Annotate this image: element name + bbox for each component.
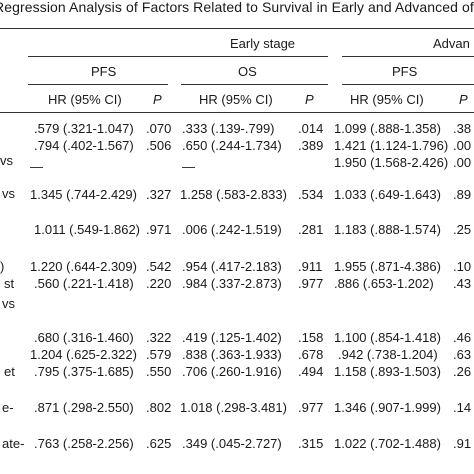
group-rule-advanced bbox=[342, 56, 474, 57]
row8-hr-early-pfs: .680 (.316-1.460) bbox=[34, 330, 134, 345]
header-p-advanced-pfs: P bbox=[459, 92, 468, 107]
row10-hr-early-os: .706 (.260-1.916) bbox=[182, 364, 282, 379]
row11-hr-advanced-pfs: 1.346 (.907-1.999) bbox=[334, 400, 441, 415]
row11-p-advanced-pfs: .14 bbox=[453, 400, 472, 415]
row5-hr-advanced-pfs: 1.955 (.871-4.386) bbox=[334, 259, 441, 274]
row1-hr-advanced-pfs: 1.421 (1.124-1.796) bbox=[334, 138, 449, 153]
sub-rule-pfs-early bbox=[28, 84, 168, 85]
row5-hr-early-pfs: 1.220 (.644-2.309) bbox=[30, 259, 137, 274]
row8-p-advanced-pfs: .46 bbox=[453, 330, 472, 345]
row6-hr-advanced-pfs: .886 (.653-1.202) bbox=[334, 276, 434, 291]
header-pfs-advanced: PFS bbox=[392, 64, 418, 79]
row2-hr-advanced-pfs: 1.950 (1.568-2.426) bbox=[334, 155, 449, 170]
row2-hr-early-pfs: — bbox=[30, 159, 43, 174]
row3-label: vs bbox=[2, 186, 15, 201]
row4-p-early-pfs: .971 bbox=[146, 222, 172, 237]
row8-hr-early-os: .419 (.125-1.402) bbox=[182, 330, 282, 345]
sub-rule-pfs-advanced bbox=[342, 84, 474, 85]
row8-hr-advanced-pfs: 1.100 (.854-1.418) bbox=[334, 330, 441, 345]
header-p-early-pfs: P bbox=[153, 92, 162, 107]
row6-p-advanced-pfs: .43 bbox=[453, 276, 472, 291]
row11-label: e- bbox=[2, 400, 14, 415]
header-hr-advanced-pfs: HR (95% CI) bbox=[350, 92, 424, 107]
row12-p-advanced-pfs: .91 bbox=[453, 436, 472, 451]
row6-p-early-os: .977 bbox=[298, 276, 324, 291]
row4-hr-early-os: .006 (.242-1.519) bbox=[182, 222, 282, 237]
header-early-stage: Early stage bbox=[230, 36, 296, 51]
sub-rule-os-early bbox=[181, 84, 328, 85]
row3-hr-early-os: 1.258 (.583-2.833) bbox=[180, 187, 287, 202]
row7-label: vs bbox=[2, 296, 15, 311]
row11-p-early-os: .977 bbox=[298, 400, 324, 415]
row10-p-advanced-pfs: .26 bbox=[453, 364, 472, 379]
row9-hr-early-os: .838 (.363-1.933) bbox=[182, 347, 282, 362]
row4-p-advanced-pfs: .25 bbox=[453, 222, 472, 237]
row10-label: et bbox=[4, 364, 15, 379]
row10-p-early-pfs: .550 bbox=[146, 364, 172, 379]
row11-p-early-pfs: .802 bbox=[146, 400, 172, 415]
row4-hr-early-pfs: 1.011 (.549-1.862) bbox=[34, 222, 140, 237]
row3-hr-early-pfs: 1.345 (.744-2.429) bbox=[30, 187, 137, 202]
row0-p-early-pfs: .070 bbox=[146, 121, 172, 136]
row9-hr-early-pfs: 1.204 (.625-2.322) bbox=[30, 347, 137, 362]
row0-hr-early-pfs: .579 (.321-1.047) bbox=[34, 121, 134, 136]
row1-hr-early-os: .650 (.244-1.734) bbox=[182, 138, 282, 153]
header-os-early: OS bbox=[238, 64, 257, 79]
row3-p-advanced-pfs: .89 bbox=[453, 187, 472, 202]
row11-hr-early-pfs: .871 (.298-2.550) bbox=[34, 400, 134, 415]
row9-p-early-os: .678 bbox=[298, 347, 324, 362]
row12-hr-advanced-pfs: 1.022 (.702-1.488) bbox=[334, 436, 441, 451]
row6-p-early-pfs: .220 bbox=[146, 276, 172, 291]
row10-p-early-os: .494 bbox=[298, 364, 324, 379]
row0-p-advanced-pfs: .38 bbox=[453, 121, 472, 136]
row5-p-early-os: .911 bbox=[298, 259, 323, 274]
header-p-early-os: P bbox=[305, 92, 314, 107]
row0-p-early-os: .014 bbox=[298, 121, 324, 136]
row12-p-early-pfs: .625 bbox=[146, 436, 172, 451]
row1-p-early-pfs: .506 bbox=[146, 138, 172, 153]
row8-p-early-os: .158 bbox=[298, 330, 324, 345]
row9-hr-advanced-pfs: .942 (.738-1.204) bbox=[338, 347, 438, 362]
row6-hr-early-pfs: .560 (.221-1.418) bbox=[34, 276, 134, 291]
row6-hr-early-os: .984 (.337-2.873) bbox=[182, 276, 282, 291]
row5-p-early-pfs: .542 bbox=[146, 259, 172, 274]
row0-hr-advanced-pfs: 1.099 (.888-1.358) bbox=[334, 121, 441, 136]
row5-hr-early-os: .954 (.417-2.183) bbox=[182, 259, 282, 274]
header-hr-early-pfs: HR (95% CI) bbox=[48, 92, 122, 107]
row9-p-advanced-pfs: .63 bbox=[453, 347, 472, 362]
row6-label: st bbox=[4, 276, 15, 291]
table-caption: Regression Analysis of Factors Related t… bbox=[0, 0, 474, 15]
row8-p-early-pfs: .322 bbox=[146, 330, 172, 345]
row2-label: vs bbox=[0, 153, 13, 168]
row0-hr-early-os: .333 (.139-.799) bbox=[182, 121, 275, 136]
row12-p-early-os: .315 bbox=[298, 436, 324, 451]
row3-hr-advanced-pfs: 1.033 (.649-1.643) bbox=[334, 187, 441, 202]
row9-p-early-pfs: .579 bbox=[146, 347, 172, 362]
row11-hr-early-os: 1.018 (.298-3.481) bbox=[180, 400, 287, 415]
header-bottom-rule bbox=[0, 112, 474, 113]
row1-hr-early-pfs: .794 (.402-1.567) bbox=[34, 138, 134, 153]
row12-hr-early-pfs: .763 (.258-2.256) bbox=[34, 436, 134, 451]
row1-p-early-os: .389 bbox=[298, 138, 324, 153]
row1-p-advanced-pfs: .00 bbox=[453, 138, 472, 153]
row12-label: ate- bbox=[2, 436, 25, 451]
row2-p-advanced-pfs: .00 bbox=[453, 155, 472, 170]
row12-hr-early-os: .349 (.045-2.727) bbox=[182, 436, 282, 451]
row10-hr-advanced-pfs: 1.158 (.893-1.503) bbox=[334, 364, 441, 379]
header-advanced: Advan bbox=[433, 36, 470, 51]
row5-label: ) bbox=[0, 259, 5, 274]
top-rule bbox=[0, 28, 474, 29]
row5-p-advanced-pfs: .10 bbox=[453, 259, 472, 274]
row4-hr-advanced-pfs: 1.183 (.888-1.574) bbox=[334, 222, 441, 237]
row3-p-early-os: .534 bbox=[298, 187, 324, 202]
row4-p-early-os: .281 bbox=[298, 222, 324, 237]
row10-hr-early-pfs: .795 (.375-1.685) bbox=[34, 364, 134, 379]
group-rule-early bbox=[28, 56, 328, 57]
row2-hr-early-os: — bbox=[182, 159, 195, 174]
header-pfs-early: PFS bbox=[91, 64, 117, 79]
header-hr-early-os: HR (95% CI) bbox=[199, 92, 273, 107]
row3-p-early-pfs: .327 bbox=[146, 187, 172, 202]
